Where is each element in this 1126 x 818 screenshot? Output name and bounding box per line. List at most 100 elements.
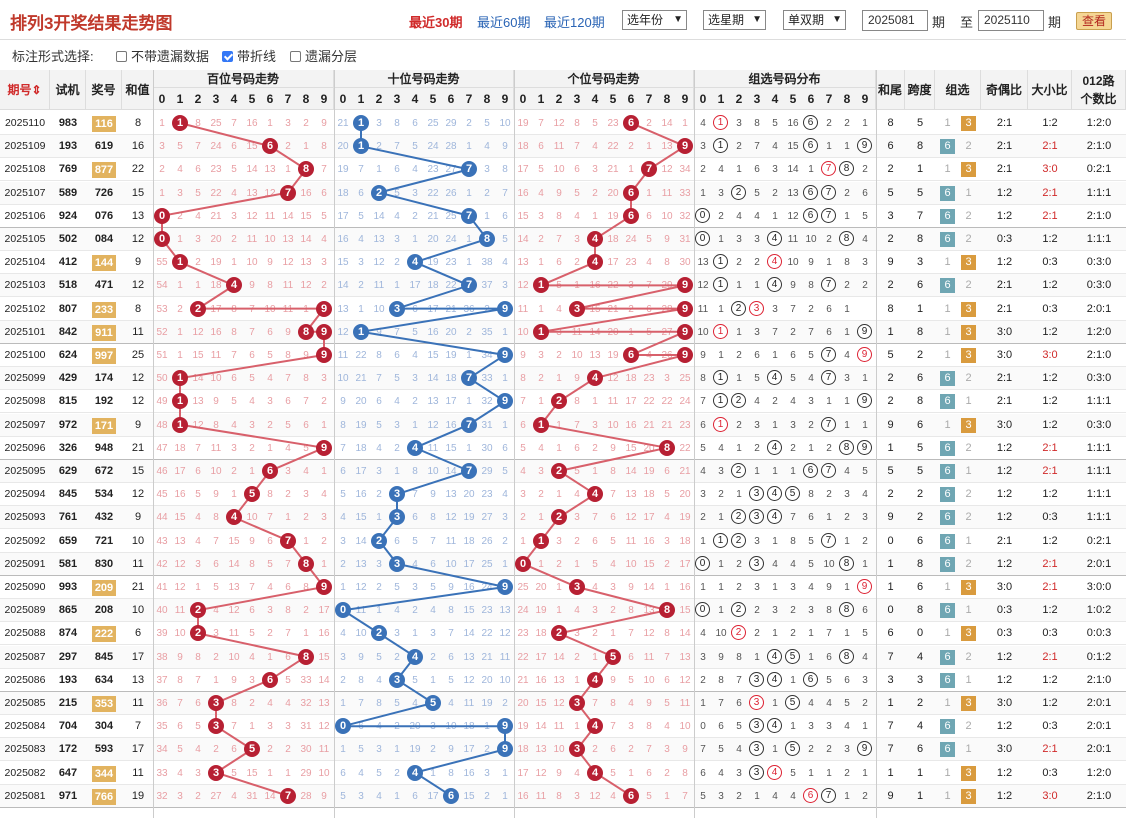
t-omission: 6 (412, 512, 418, 524)
range-link-60[interactable]: 最近60期 (477, 15, 531, 30)
checkbox-checked[interactable] (222, 51, 233, 62)
t-omission: 8 (394, 118, 400, 129)
u-omission: 7 (538, 118, 544, 129)
test-number: 518 (58, 279, 78, 292)
h-omission: 2 (267, 628, 273, 640)
oddeven-select-value: 单双期 (788, 13, 825, 27)
t-omission: 12 (355, 582, 367, 593)
u-omission: 4 (538, 442, 544, 454)
t-ball: 3 (389, 486, 405, 503)
h-omission: 1 (231, 257, 237, 269)
checkbox[interactable] (290, 51, 301, 62)
sum-value: 15 (131, 465, 145, 477)
h-omission: 7 (231, 721, 237, 733)
t-omission: 8 (412, 466, 418, 477)
span-value: 3 (916, 673, 924, 686)
option-with-lines[interactable]: 带折线 (222, 46, 276, 65)
option-no-omission[interactable]: 不带遗漏数据 (116, 46, 209, 65)
u-omission: 20 (607, 187, 619, 199)
t-omission: 5 (430, 582, 436, 593)
issue-number: 2025108 (4, 163, 46, 176)
issue-header[interactable]: 期号⇕ (0, 70, 50, 110)
t-ball: 4 (407, 439, 423, 456)
group-omission: 7 (718, 698, 724, 709)
group-omission: 2 (862, 698, 868, 709)
draw-number: 432 (94, 511, 114, 524)
group-omission: 1 (736, 326, 742, 338)
from-issue-input[interactable]: 2025081 (862, 10, 928, 31)
group-omission: 8 (826, 605, 832, 617)
range-link-30[interactable]: 最近30期 (409, 15, 463, 30)
u-omission: 21 (679, 466, 691, 477)
group-digit-circle: 8 (839, 439, 854, 455)
t-omission: 4 (376, 674, 382, 686)
group-digit-circle: 6 (803, 787, 818, 803)
group-digit-0: 0 (699, 92, 707, 106)
u-omission: 6 (646, 767, 652, 779)
option-layered[interactable]: 遗漏分层 (290, 46, 357, 65)
h-omission: 5 (267, 350, 273, 361)
group-three: 3 (961, 324, 976, 340)
t-omission: 3 (376, 744, 382, 756)
group-omission: 4 (772, 141, 778, 153)
group-omission: 4 (772, 790, 778, 802)
h-omission: 11 (318, 744, 330, 756)
t-omission: 7 (502, 187, 508, 199)
h-omission: 5 (213, 582, 219, 593)
tens-digit-header (334, 88, 514, 110)
t-ball: 7 (461, 277, 477, 294)
group-digit-circle: 4 (767, 277, 782, 293)
group-omission: 1 (772, 210, 778, 222)
group-omission: 13 (787, 187, 799, 199)
h-omission: 14 (228, 558, 240, 570)
group-omission: 3 (754, 535, 760, 547)
group-digit-circle: 4 (767, 509, 782, 525)
issue-number: 2025083 (4, 743, 46, 756)
units-digit-1: 1 (537, 92, 545, 106)
group-omission: 4 (862, 489, 868, 501)
t-omission: 5 (376, 767, 382, 779)
group-omission: 9 (790, 280, 796, 292)
h-ball: 0 (154, 231, 170, 247)
span-value: 5 (916, 441, 924, 454)
group-digit-circle: 9 (857, 323, 872, 339)
group-digit-circle: 1 (713, 532, 728, 548)
odd-even-ratio: 1:2 (996, 789, 1013, 802)
u-omission: 1 (610, 628, 616, 640)
t-omission: 17 (463, 744, 475, 756)
group-omission: 5 (862, 210, 868, 222)
query-button[interactable]: 查看 (1076, 12, 1112, 30)
sum-tail: 5 (887, 349, 894, 361)
group-omission: 1 (862, 373, 868, 385)
span-value: 1 (916, 302, 924, 315)
h-omission: 6 (267, 326, 273, 338)
h-omission: 2 (321, 535, 327, 547)
u-omission: 12 (679, 674, 691, 686)
group-omission: 7 (754, 141, 760, 153)
oddeven-select[interactable]: 单双期 ▼ (783, 10, 846, 30)
u-omission: 9 (520, 350, 526, 361)
span-value: 7 (916, 209, 924, 222)
year-select[interactable]: 选年份 ▼ (622, 10, 687, 30)
span-value: 6 (916, 743, 924, 756)
h-omission: 5 (267, 558, 273, 570)
u-omission: 7 (574, 419, 580, 431)
t-omission: 19 (463, 512, 475, 524)
h-omission: 13 (282, 234, 294, 245)
group-omission: 1 (754, 790, 760, 802)
group-omission: 2 (736, 790, 742, 802)
group-three: 1 (965, 673, 972, 686)
group-digit-5: 5 (789, 92, 797, 106)
checkbox[interactable] (116, 51, 127, 62)
t-omission: 7 (376, 373, 382, 385)
u-omission: 18 (517, 744, 529, 756)
test-number: 624 (58, 349, 78, 361)
u-omission: 3 (592, 605, 598, 617)
to-issue-input[interactable]: 2025110 (978, 10, 1044, 31)
draw-number: 997 (86, 344, 122, 367)
range-link-120[interactable]: 最近120期 (544, 15, 605, 30)
weekday-select[interactable]: 选星期 ▼ (703, 10, 766, 30)
span-value: 6 (916, 418, 924, 431)
test-number: 761 (58, 511, 78, 524)
h-omission: 2 (249, 698, 255, 709)
